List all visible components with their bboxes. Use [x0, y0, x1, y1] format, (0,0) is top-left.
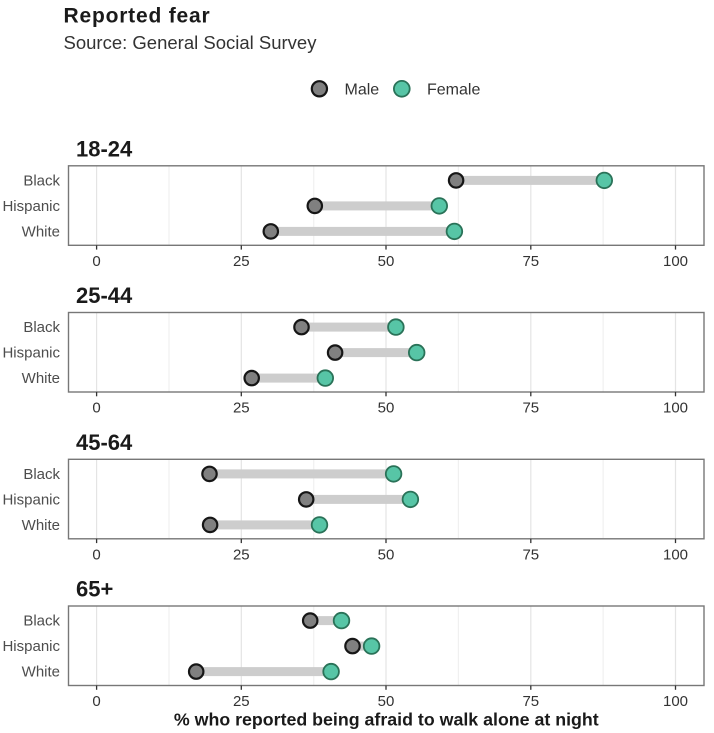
svg-text:Hispanic: Hispanic: [2, 198, 60, 215]
svg-text:75: 75: [522, 693, 539, 710]
svg-text:Hispanic: Hispanic: [2, 345, 60, 362]
svg-text:White: White: [22, 223, 60, 240]
svg-text:100: 100: [663, 253, 688, 270]
svg-text:Hispanic: Hispanic: [2, 638, 60, 655]
svg-text:0: 0: [92, 546, 100, 563]
svg-text:Reported fear: Reported fear: [64, 5, 211, 28]
svg-text:Source: General Social Survey: Source: General Social Survey: [64, 32, 318, 53]
svg-text:Female: Female: [427, 82, 480, 99]
svg-text:White: White: [22, 517, 60, 534]
svg-text:% who reported being afraid to: % who reported being afraid to walk alon…: [174, 710, 599, 730]
svg-text:25: 25: [233, 693, 250, 710]
svg-text:50: 50: [378, 253, 395, 270]
svg-text:100: 100: [663, 400, 688, 417]
svg-text:18-24: 18-24: [76, 136, 133, 161]
svg-text:Black: Black: [23, 172, 60, 189]
svg-text:50: 50: [378, 546, 395, 563]
svg-text:45-64: 45-64: [76, 430, 133, 455]
svg-text:25-44: 25-44: [76, 283, 133, 308]
svg-text:0: 0: [92, 253, 100, 270]
svg-text:100: 100: [663, 693, 688, 710]
svg-text:0: 0: [92, 400, 100, 417]
svg-text:50: 50: [378, 693, 395, 710]
svg-text:100: 100: [663, 546, 688, 563]
svg-text:0: 0: [92, 693, 100, 710]
svg-text:White: White: [22, 370, 60, 387]
svg-text:65+: 65+: [76, 577, 113, 602]
svg-text:Black: Black: [23, 319, 60, 336]
svg-text:75: 75: [522, 400, 539, 417]
svg-text:50: 50: [378, 400, 395, 417]
svg-text:Hispanic: Hispanic: [2, 491, 60, 508]
svg-text:25: 25: [233, 546, 250, 563]
svg-text:75: 75: [522, 546, 539, 563]
svg-text:25: 25: [233, 253, 250, 270]
svg-text:Black: Black: [23, 466, 60, 483]
svg-text:Black: Black: [23, 613, 60, 630]
svg-text:Male: Male: [345, 82, 380, 99]
svg-text:25: 25: [233, 400, 250, 417]
svg-text:White: White: [22, 664, 60, 681]
svg-text:75: 75: [522, 253, 539, 270]
